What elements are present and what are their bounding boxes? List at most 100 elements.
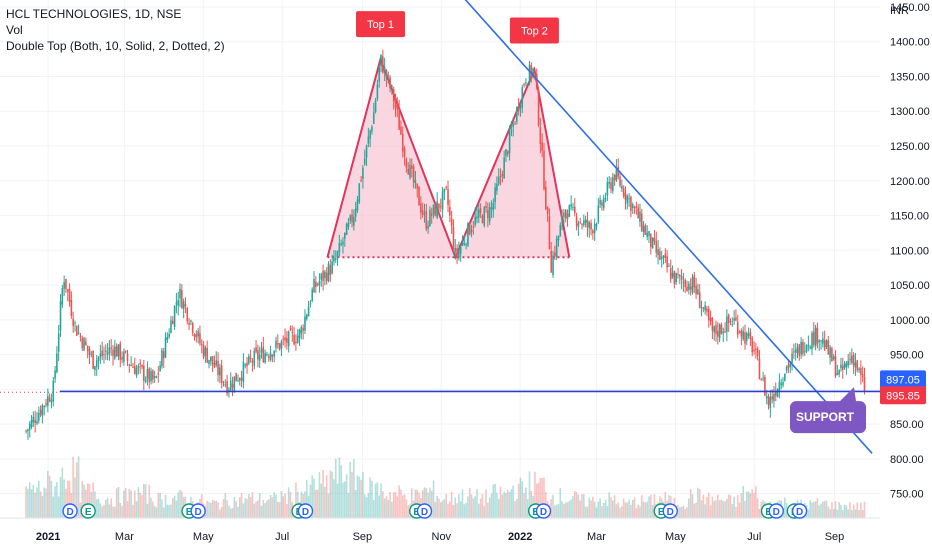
candle-body: [695, 285, 697, 295]
candle-body: [362, 167, 364, 179]
candle-body: [28, 423, 31, 430]
candle-body: [57, 333, 60, 352]
candle-body: [738, 331, 741, 333]
volume-bar: [755, 486, 757, 518]
volume-bar: [161, 499, 163, 518]
volume-bar: [425, 488, 428, 518]
volume-bar: [385, 496, 388, 518]
candle-body: [700, 307, 703, 309]
candle-body: [333, 257, 335, 262]
volume-bar: [639, 506, 641, 518]
candle-body: [173, 305, 176, 327]
candle-body: [253, 350, 256, 367]
candle-body: [581, 224, 583, 226]
candle-body: [338, 242, 341, 253]
volume-bar: [697, 487, 699, 518]
volume-bar: [336, 483, 339, 518]
candle-body: [592, 230, 594, 234]
candle-body: [92, 351, 94, 369]
candle-body: [832, 356, 835, 360]
candle-body: [179, 288, 181, 299]
volume-bar: [248, 493, 250, 518]
volume-bar: [74, 477, 76, 518]
volume-bar: [278, 502, 281, 518]
candle-body: [541, 142, 543, 151]
volume-bar: [720, 499, 723, 518]
candle-body: [669, 268, 672, 280]
volume-bar: [452, 505, 455, 518]
candle-body: [579, 221, 582, 223]
candle-body: [825, 340, 828, 348]
volume-bar: [590, 500, 592, 518]
candle-body: [150, 370, 152, 382]
candle-body: [713, 326, 716, 333]
candle-body: [528, 64, 531, 84]
volume-bar: [37, 480, 40, 518]
candle-body: [315, 281, 317, 287]
volume-bar: [557, 504, 560, 518]
volume-bar: [43, 487, 46, 518]
event-marker-letter: E: [532, 507, 539, 518]
volume-bar: [110, 498, 113, 518]
volume-bar: [266, 500, 268, 518]
candle-body: [816, 327, 819, 344]
event-marker-letter: E: [186, 507, 193, 518]
volume-bar: [94, 491, 96, 518]
double-top-indicator-label[interactable]: Double Top (Both, 10, Solid, 2, Dotted, …: [6, 39, 225, 53]
volume-bar: [242, 503, 245, 518]
volume-bar: [695, 502, 697, 518]
volume-bar: [365, 497, 368, 518]
candle-body: [146, 369, 149, 379]
volume-bar: [490, 493, 493, 518]
candle-body: [164, 337, 167, 358]
candle-body: [45, 403, 47, 406]
volume-bar: [438, 498, 440, 518]
volume-indicator-label[interactable]: Vol: [6, 23, 23, 37]
candle-body: [450, 218, 453, 227]
volume-bar: [271, 497, 274, 518]
price-axis[interactable]: 750.00800.00850.00900.00950.001000.00105…: [880, 0, 932, 550]
candle-body: [43, 405, 46, 407]
candle-body: [349, 215, 352, 221]
volume-bar: [449, 501, 451, 518]
volume-bar: [726, 499, 728, 518]
candle-body: [704, 305, 706, 311]
volume-bar: [260, 505, 263, 518]
volume-bar: [858, 509, 860, 518]
volume-bar: [836, 509, 839, 518]
candle-body: [506, 151, 509, 155]
volume-bar: [526, 499, 529, 518]
candle-body: [735, 317, 737, 321]
volume-bar: [497, 499, 500, 518]
volume-bar: [103, 505, 105, 518]
volume-bar: [573, 491, 576, 518]
candle-body: [449, 207, 451, 216]
candle-body: [863, 376, 866, 393]
candle-body: [601, 202, 603, 206]
candle-body: [693, 275, 696, 288]
candle-body: [77, 332, 80, 334]
volume-bar: [588, 497, 591, 518]
volume-bar: [206, 500, 208, 518]
candle-body: [593, 224, 596, 234]
symbol-title[interactable]: HCL TECHNOLOGIES, 1D, NSE: [6, 7, 182, 21]
volume-bar: [698, 489, 701, 518]
candle-body: [841, 365, 844, 370]
time-axis[interactable]: 2021 Mar May Jul Sep Nov 2022 Mar May Jul Sep: [0, 517, 880, 543]
candle-body: [483, 207, 486, 226]
volume-bar: [240, 493, 243, 518]
volume-bar: [693, 503, 696, 518]
candle-body: [765, 395, 768, 399]
volume-bar: [682, 505, 685, 518]
chart-legend: HCL TECHNOLOGIES, 1D, NSE Vol Double Top…: [6, 6, 225, 54]
volume-bar: [816, 498, 819, 518]
candle-body: [588, 222, 591, 229]
candle-body: [809, 346, 811, 349]
candle-body: [258, 354, 261, 361]
candle-body: [166, 336, 169, 340]
candle-body: [840, 364, 842, 369]
volume-bar: [499, 486, 502, 518]
volume-bar: [432, 480, 435, 518]
volume-bar: [488, 497, 491, 518]
